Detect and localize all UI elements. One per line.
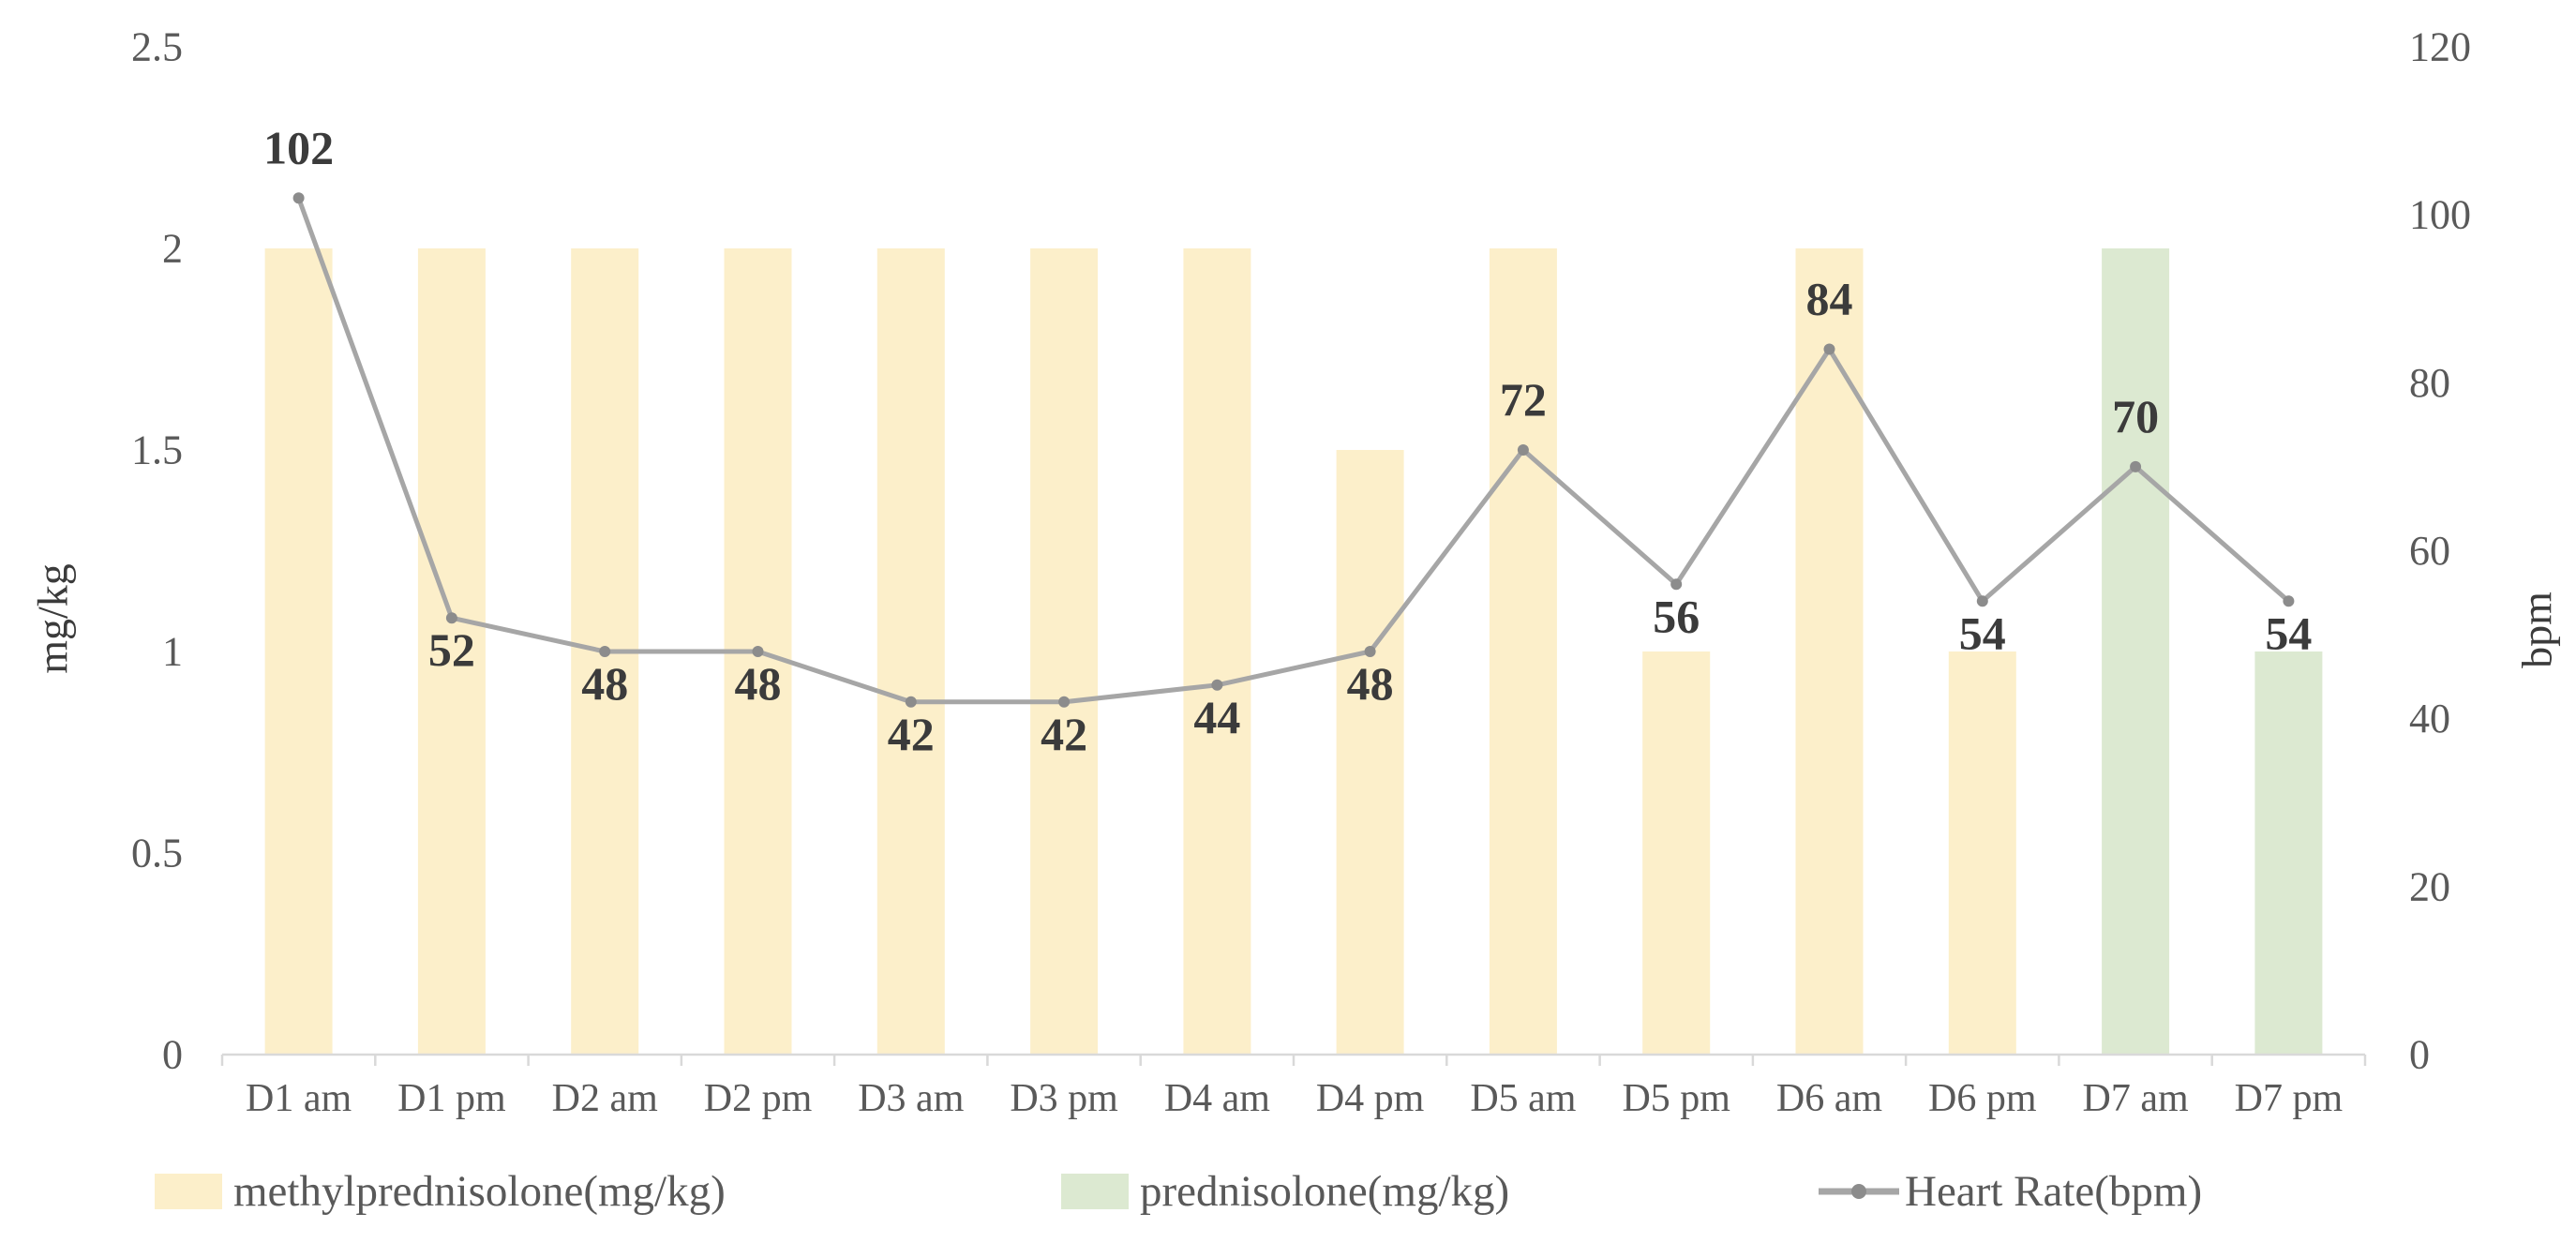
x-axis-category-label: D6 am: [1776, 1077, 1882, 1120]
x-axis-category-label: D3 pm: [1010, 1077, 1118, 1120]
data-label-d6-pm: 54: [1959, 607, 2006, 659]
data-label-d6-am: 84: [1806, 273, 1853, 325]
data-label-d2-pm: 48: [735, 657, 782, 710]
x-axis-category-label: D6 pm: [1928, 1077, 2037, 1120]
x-axis-category-label: D2 pm: [704, 1077, 813, 1120]
data-label-d3-am: 42: [888, 708, 935, 760]
bar-methylprednisolone-mg-kg-d6-am: [1795, 248, 1864, 1055]
bar-methylprednisolone-mg-kg-d4-pm: [1336, 450, 1404, 1055]
data-label-d2-am: 48: [581, 657, 628, 710]
right-axis-tick-label: 80: [2409, 360, 2450, 406]
bar-methylprednisolone-mg-kg-d1-am: [264, 248, 333, 1055]
x-axis-category-label: D4 pm: [1316, 1077, 1425, 1120]
heart-rate-bpm-marker-d5-pm: [1670, 578, 1683, 591]
data-label-d7-am: 70: [2112, 390, 2159, 442]
heart-rate-bpm-marker-d4-pm: [1364, 646, 1376, 657]
left-axis-tick-label: 1.5: [131, 427, 183, 473]
heart-rate-bpm-marker-d1-am: [292, 192, 305, 204]
legend-label-prednisolone-mg-kg: prednisolone(mg/kg): [1140, 1167, 1509, 1216]
x-axis-category-label: D2 am: [552, 1077, 658, 1120]
bar-methylprednisolone-mg-kg-d3-pm: [1030, 248, 1099, 1055]
right-axis-tick-label: 20: [2409, 863, 2450, 909]
left-axis-tick-label: 2: [162, 226, 183, 272]
heart-rate-bpm-marker-d6-am: [1823, 343, 1835, 355]
heart-rate-bpm-marker-d2-pm: [752, 646, 764, 657]
bar-methylprednisolone-mg-kg-d5-pm: [1642, 651, 1711, 1055]
x-axis-category-label: D5 am: [1470, 1077, 1576, 1120]
heart-rate-bpm-marker-d7-am: [2130, 460, 2142, 472]
legend-swatch-methylprednisolone-mg-kg: [155, 1174, 222, 1209]
right-axis-tick-label: 100: [2409, 192, 2471, 238]
x-axis-category-label: D1 am: [246, 1077, 352, 1120]
x-axis-category-label: D5 pm: [1622, 1077, 1730, 1120]
x-axis-category-label: D1 pm: [397, 1077, 506, 1120]
x-axis-category-label: D7 pm: [2235, 1077, 2344, 1120]
heart-rate-bpm-marker-d7-pm: [2283, 595, 2295, 607]
bar-methylprednisolone-mg-kg-d1-pm: [417, 248, 486, 1055]
bar-methylprednisolone-mg-kg-d4-am: [1183, 248, 1251, 1055]
bar-methylprednisolone-mg-kg-d3-am: [876, 248, 945, 1055]
right-axis-tick-label: 120: [2409, 24, 2471, 70]
data-label-d5-am: 72: [1500, 373, 1547, 426]
heart-rate-bpm-marker-d4-am: [1211, 679, 1223, 691]
right-axis-title: bpm: [2513, 592, 2561, 668]
x-axis-category-label: D7 am: [2083, 1077, 2189, 1120]
heart-rate-bpm-marker-d3-am: [905, 696, 917, 708]
data-label-d4-pm: 48: [1347, 657, 1394, 710]
bar-methylprednisolone-mg-kg-d5-am: [1489, 248, 1557, 1055]
heart-rate-bpm-marker-d3-pm: [1058, 696, 1071, 708]
bar-prednisolone-mg-kg-d7-am: [2102, 248, 2170, 1055]
heart-rate-bpm-marker-d6-pm: [1976, 595, 1988, 607]
left-axis-title: mg/kg: [29, 563, 77, 674]
left-axis-tick-label: 0: [162, 1032, 183, 1078]
left-axis-tick-label: 0.5: [131, 831, 183, 876]
right-axis-tick-label: 60: [2409, 528, 2450, 574]
data-label-d3-pm: 42: [1041, 708, 1087, 760]
legend-label-methylprednisolone-mg-kg: methylprednisolone(mg/kg): [233, 1167, 726, 1216]
heart-rate-bpm-marker-d5-am: [1517, 444, 1529, 456]
left-axis-tick-label: 1: [162, 629, 183, 675]
heart-rate-bpm-line: [296, 195, 2291, 705]
right-axis-tick-label: 0: [2409, 1032, 2430, 1078]
data-label-d1-am: 102: [263, 121, 334, 173]
right-axis-tick-label: 40: [2409, 696, 2450, 741]
bar-methylprednisolone-mg-kg-d6-pm: [1948, 651, 2016, 1055]
x-axis-category-label: D4 am: [1164, 1077, 1270, 1120]
data-label-d5-pm: 56: [1653, 590, 1700, 642]
heart-rate-bpm-marker-d1-pm: [445, 612, 457, 624]
x-axis-category-label: D3 am: [858, 1077, 964, 1120]
legend-label-heart-rate-bpm: Heart Rate(bpm): [1905, 1167, 2202, 1216]
legend-marker-dot-heart-rate-bpm: [1851, 1184, 1866, 1199]
bar-prednisolone-mg-kg-d7-pm: [2254, 651, 2323, 1055]
data-label-d1-pm: 52: [428, 623, 475, 676]
data-label-d7-pm: 54: [2265, 607, 2312, 659]
left-axis-tick-label: 2.5: [131, 24, 183, 70]
legend-swatch-prednisolone-mg-kg: [1061, 1174, 1129, 1209]
data-label-d4-am: 44: [1193, 691, 1240, 743]
heart-rate-bpm-marker-d2-am: [599, 646, 611, 657]
